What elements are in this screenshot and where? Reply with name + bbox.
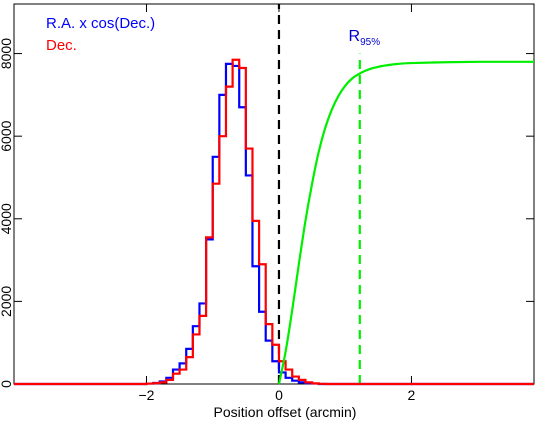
y-tick-label: 4000: [0, 203, 14, 234]
y-tick-label: 8000: [0, 38, 14, 69]
y-axis-ticks: 0 2000 4000 6000 8000: [0, 38, 534, 388]
legend-entry: R.A. x cos(Dec.): [46, 15, 155, 32]
cumulative-curve-group: [277, 60, 534, 385]
x-axis-ticks: −2 0 2: [138, 4, 416, 403]
histogram-series: [14, 58, 534, 386]
x-tick-label: −2: [138, 387, 154, 403]
annotations: R95%: [349, 28, 381, 48]
histogram-line: [14, 58, 534, 386]
legend-entry: Dec.: [46, 37, 77, 54]
histogram-line: [14, 62, 534, 386]
x-tick-label: 0: [275, 387, 283, 403]
cumulative-curve: [277, 60, 534, 385]
plot-frame: [13, 3, 535, 385]
y-tick-label: 2000: [0, 286, 14, 317]
y-tick-label: 0: [0, 380, 14, 388]
y-tick-label: 6000: [0, 120, 14, 151]
x-tick-label: 2: [408, 387, 416, 403]
r95-annotation: R95%: [349, 28, 381, 48]
reference-lines: [277, 4, 361, 384]
legend: R.A. x cos(Dec.) Dec.: [46, 15, 155, 54]
x-axis-label: Position offset (arcmin): [214, 404, 357, 420]
